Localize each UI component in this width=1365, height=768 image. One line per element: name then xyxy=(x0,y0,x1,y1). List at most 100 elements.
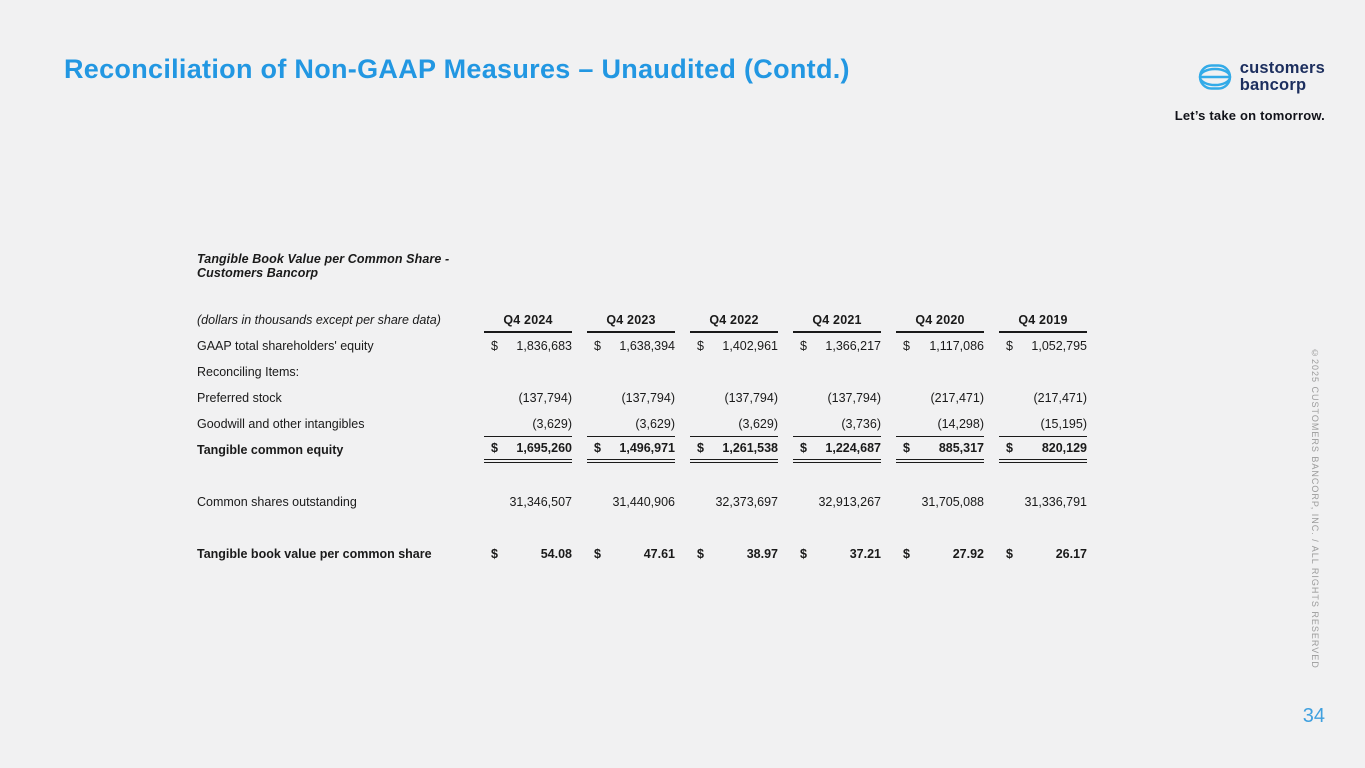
cell-value: 32,373,697 xyxy=(715,495,778,509)
cell-value: 1,836,683 xyxy=(516,339,572,353)
value-cell: $54.08 xyxy=(484,541,572,567)
cell-value: (217,471) xyxy=(930,391,984,405)
dollar-sign: $ xyxy=(594,339,601,353)
cell-value: 1,366,217 xyxy=(825,339,881,353)
value-cell: $1,402,961 xyxy=(690,333,778,359)
value-cell: $1,496,971 xyxy=(587,437,675,463)
cell-value: (3,629) xyxy=(738,416,778,431)
dollar-sign: $ xyxy=(491,339,498,353)
value-cell: (217,471) xyxy=(896,385,984,411)
brand-block: customers bancorp Let’s take on tomorrow… xyxy=(1174,60,1325,124)
dollar-sign: $ xyxy=(1006,547,1013,561)
spacer-row xyxy=(197,463,1089,489)
dollar-sign: $ xyxy=(491,441,498,455)
cell-value: 1,402,961 xyxy=(722,339,778,353)
table-header-row: (dollars in thousands except per share d… xyxy=(197,313,1089,333)
cell-value: (3,736) xyxy=(841,416,881,431)
cell-value: 37.21 xyxy=(849,547,881,561)
value-cell: $1,695,260 xyxy=(484,437,572,463)
table-row: Tangible book value per common share $54.… xyxy=(197,541,1089,567)
value-cell: (3,629) xyxy=(587,411,675,437)
value-cell: $38.97 xyxy=(690,541,778,567)
cell-value: 31,346,507 xyxy=(509,495,572,509)
column-header: Q4 2020 xyxy=(896,313,984,333)
dollar-sign: $ xyxy=(1006,441,1013,455)
value-cell: $1,638,394 xyxy=(587,333,675,359)
cell-value: 1,638,394 xyxy=(619,339,675,353)
row-label: Tangible book value per common share xyxy=(197,547,432,561)
cell-value: (14,298) xyxy=(937,416,984,431)
brand-row: customers bancorp xyxy=(1198,60,1325,94)
cell-value: (137,794) xyxy=(621,391,675,405)
value-cell: (14,298) xyxy=(896,411,984,437)
value-cell: (137,794) xyxy=(484,385,572,411)
dollar-sign: $ xyxy=(800,441,807,455)
cell-value: 27.92 xyxy=(952,547,984,561)
column-header: Q4 2019 xyxy=(999,313,1087,333)
cell-value: 32,913,267 xyxy=(818,495,881,509)
row-label: Goodwill and other intangibles xyxy=(197,417,365,431)
value-cell: 32,913,267 xyxy=(793,489,881,515)
value-cell: $820,129 xyxy=(999,437,1087,463)
table-note: (dollars in thousands except per share d… xyxy=(197,313,441,327)
table-row: Common shares outstanding 31,346,507 31,44… xyxy=(197,489,1089,515)
cell-value: 38.97 xyxy=(746,547,778,561)
table-body: GAAP total shareholders' equity $1,836,68… xyxy=(197,333,1089,567)
cell-value: 1,695,260 xyxy=(516,441,572,455)
row-label: Preferred stock xyxy=(197,391,282,405)
dollar-sign: $ xyxy=(594,441,601,455)
dollar-sign: $ xyxy=(800,339,807,353)
brand-name-line2: bancorp xyxy=(1239,76,1307,94)
cell-value: 31,705,088 xyxy=(921,495,984,509)
dollar-sign: $ xyxy=(594,547,601,561)
cell-value: 54.08 xyxy=(540,547,572,561)
cell-value: 1,052,795 xyxy=(1031,339,1087,353)
value-cell: 31,705,088 xyxy=(896,489,984,515)
financial-table: Tangible Book Value per Common Share - C… xyxy=(197,252,1089,567)
dollar-sign: $ xyxy=(903,547,910,561)
dollar-sign: $ xyxy=(697,441,704,455)
value-cell: $37.21 xyxy=(793,541,881,567)
brand-name-line1: customers xyxy=(1239,59,1325,77)
dollar-sign: $ xyxy=(903,339,910,353)
dollar-sign: $ xyxy=(1006,339,1013,353)
page-title: Reconciliation of Non-GAAP Measures – Un… xyxy=(64,54,850,84)
cell-value: 1,261,538 xyxy=(722,441,778,455)
value-cell: 31,336,791 xyxy=(999,489,1087,515)
table-row: Reconciling Items: xyxy=(197,359,1089,385)
cell-value: 26.17 xyxy=(1055,547,1087,561)
table-row: GAAP total shareholders' equity $1,836,68… xyxy=(197,333,1089,359)
table-row: Goodwill and other intangibles (3,629) (3,… xyxy=(197,411,1089,437)
value-cell: 31,440,906 xyxy=(587,489,675,515)
table-row: Tangible common equity $1,695,260 $1,496,9… xyxy=(197,437,1089,463)
value-cell: (3,629) xyxy=(690,411,778,437)
cell-value: 31,336,791 xyxy=(1024,495,1087,509)
dollar-sign: $ xyxy=(491,547,498,561)
dollar-sign: $ xyxy=(697,339,704,353)
value-cell: $1,117,086 xyxy=(896,333,984,359)
column-header: Q4 2022 xyxy=(690,313,778,333)
value-cell: $26.17 xyxy=(999,541,1087,567)
value-cell: $885,317 xyxy=(896,437,984,463)
cell-value: 1,117,086 xyxy=(929,339,984,353)
cell-value: 31,440,906 xyxy=(612,495,675,509)
table-row: Preferred stock (137,794) (137,794) (137,79… xyxy=(197,385,1089,411)
value-cell: $1,052,795 xyxy=(999,333,1087,359)
brand-tagline: Let’s take on tomorrow. xyxy=(1174,108,1325,123)
table-title-line2: Customers Bancorp xyxy=(197,266,319,280)
cell-value: 820,129 xyxy=(1041,441,1087,455)
value-cell: (3,736) xyxy=(793,411,881,437)
value-cell: (217,471) xyxy=(999,385,1087,411)
value-cell: (137,794) xyxy=(587,385,675,411)
row-label: Tangible common equity xyxy=(197,443,344,457)
cell-value: 47.61 xyxy=(643,547,675,561)
value-cell: $27.92 xyxy=(896,541,984,567)
dollar-sign: $ xyxy=(800,547,807,561)
page-number: 34 xyxy=(1302,705,1325,727)
value-cell: $47.61 xyxy=(587,541,675,567)
dollar-sign: $ xyxy=(697,547,704,561)
cell-value: 1,496,971 xyxy=(619,441,675,455)
column-header: Q4 2024 xyxy=(484,313,572,333)
value-cell: 32,373,697 xyxy=(690,489,778,515)
